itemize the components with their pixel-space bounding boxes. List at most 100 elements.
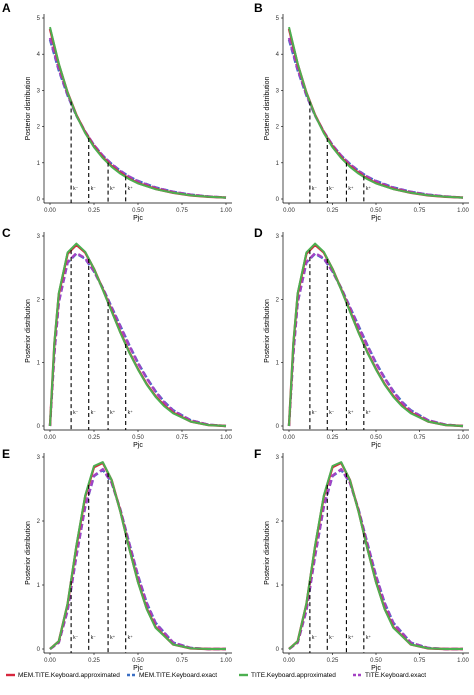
y-tick-label: 3 [276, 455, 280, 461]
x-tick-label: 1.00 [220, 435, 232, 441]
series-line-3 [49, 461, 226, 650]
x-axis-title: Pjc [371, 665, 381, 672]
y-axis-title: Posterior distribution [264, 299, 271, 363]
panel-letter: F [254, 447, 261, 461]
x-tick-label: 0.75 [176, 435, 188, 441]
y-tick-label: 1 [276, 583, 280, 589]
x-tick-label: 0.25 [327, 435, 339, 441]
y-tick-label: 3 [37, 455, 41, 461]
k-label: k⁻ [329, 410, 335, 416]
x-tick-label: 1.00 [457, 435, 469, 441]
y-tick-label: 3 [37, 88, 41, 94]
y-axis-title: Posterior distribution [264, 76, 271, 140]
y-tick-label: 1 [276, 161, 280, 167]
panel-e: E 0 1 2 3 0.00 0.25 0.50 0.75 1.00 Pjc Posterior di… [2, 447, 232, 672]
y-tick-label: 4 [276, 52, 280, 58]
y-tick-label: 2 [37, 297, 41, 303]
y-tick-label: 3 [276, 88, 280, 94]
y-tick-label: 2 [276, 519, 280, 525]
y-tick-label: 3 [276, 234, 280, 240]
x-tick-label: 0.75 [414, 435, 426, 441]
series-line-4 [49, 468, 226, 651]
k-label: k⁻ [91, 186, 97, 192]
series-line-3 [288, 26, 464, 199]
series-line-3 [49, 242, 227, 427]
x-tick-label: 1.00 [220, 658, 232, 664]
series-line-4 [48, 37, 227, 199]
series-line-2 [48, 39, 227, 199]
k-label: k⁺ [366, 410, 372, 416]
x-tick-label: 0.00 [44, 658, 56, 664]
y-tick-label: 0 [276, 424, 280, 430]
x-tick-label: 0.25 [327, 208, 339, 214]
x-tick-label: 0.50 [132, 658, 144, 664]
y-tick-label: 5 [37, 16, 41, 22]
legend-label: MEM.TITE.Keyboard.exact [139, 672, 217, 679]
series-line-3 [288, 461, 463, 650]
x-tick-label: 0.00 [44, 435, 56, 441]
x-tick-label: 1.00 [220, 208, 232, 214]
y-tick-label: 0 [37, 424, 41, 430]
k-label: k⁺ [348, 410, 354, 416]
k-label: k⁺ [110, 410, 116, 416]
k-label: k⁻ [312, 635, 318, 641]
x-tick-label: 0.50 [370, 208, 382, 214]
x-tick-label: 1.00 [457, 658, 469, 664]
x-axis-title: Pjc [133, 665, 143, 672]
k-label: k⁺ [128, 410, 133, 416]
series-line-4 [288, 468, 463, 651]
x-axis-title: Pjc [371, 215, 381, 222]
panel-d: D 0 1 2 3 0.00 0.25 0.50 0.75 1.00 Pjc Posterior di… [254, 226, 469, 449]
y-tick-label: 1 [37, 361, 41, 367]
x-tick-label: 0.50 [132, 208, 144, 214]
series-line-4 [287, 251, 464, 428]
series-line-2 [48, 252, 227, 428]
x-tick-label: 0.25 [88, 208, 100, 214]
x-tick-label: 0.75 [414, 658, 426, 664]
x-tick-label: 0.75 [176, 658, 188, 664]
y-axis-title: Posterior distribution [25, 299, 32, 363]
x-tick-label: 0.50 [132, 435, 144, 441]
x-axis-title: Pjc [133, 215, 143, 222]
panel-letter: B [254, 1, 263, 15]
series-line-3 [49, 26, 227, 199]
y-tick-label: 1 [37, 583, 41, 589]
y-tick-label: 0 [37, 647, 41, 653]
y-tick-label: 0 [37, 197, 41, 203]
k-label: k⁻ [329, 635, 335, 641]
y-tick-label: 1 [37, 161, 41, 167]
x-tick-label: 1.00 [457, 208, 469, 214]
y-tick-label: 4 [37, 52, 41, 58]
y-tick-label: 2 [276, 297, 280, 303]
k-label: k⁺ [366, 186, 372, 192]
k-label: k⁺ [128, 186, 133, 192]
series-line-3 [288, 242, 464, 427]
x-tick-label: 0.25 [88, 658, 100, 664]
y-tick-label: 2 [37, 125, 41, 131]
k-label: k⁻ [312, 186, 318, 192]
series-line-1 [48, 243, 227, 428]
legend: MEM.TITE.Keyboard.approximated MEM.TITE.K… [6, 672, 426, 679]
k-label: k⁻ [91, 635, 97, 641]
y-axis-title: Posterior distribution [25, 76, 32, 140]
panel-f: F 0 1 2 3 0.00 0.25 0.50 0.75 1.00 Pjc Posterior di… [254, 447, 469, 672]
x-tick-label: 0.25 [88, 435, 100, 441]
legend-label: TITE.Keyboard.exact [365, 672, 426, 679]
k-label: k⁻ [312, 410, 318, 416]
k-label: k⁺ [348, 635, 354, 641]
y-tick-label: 3 [37, 234, 41, 240]
x-axis-title: Pjc [133, 442, 143, 449]
series-line-2 [49, 468, 226, 651]
panel-letter: A [2, 1, 11, 15]
y-tick-label: 5 [276, 16, 280, 22]
k-label: k⁻ [73, 410, 79, 416]
k-label: k⁺ [110, 635, 116, 641]
x-tick-label: 0.50 [370, 435, 382, 441]
x-tick-label: 0.50 [370, 658, 382, 664]
panel-b: B 0 1 2 3 4 5 0.00 0.25 0.50 0.75 1.00 Pjc Posterior … [254, 1, 469, 222]
y-axis-title: Posterior distribution [264, 521, 271, 585]
x-axis-title: Pjc [371, 442, 381, 449]
y-tick-label: 1 [276, 361, 280, 367]
y-tick-label: 2 [276, 125, 280, 131]
